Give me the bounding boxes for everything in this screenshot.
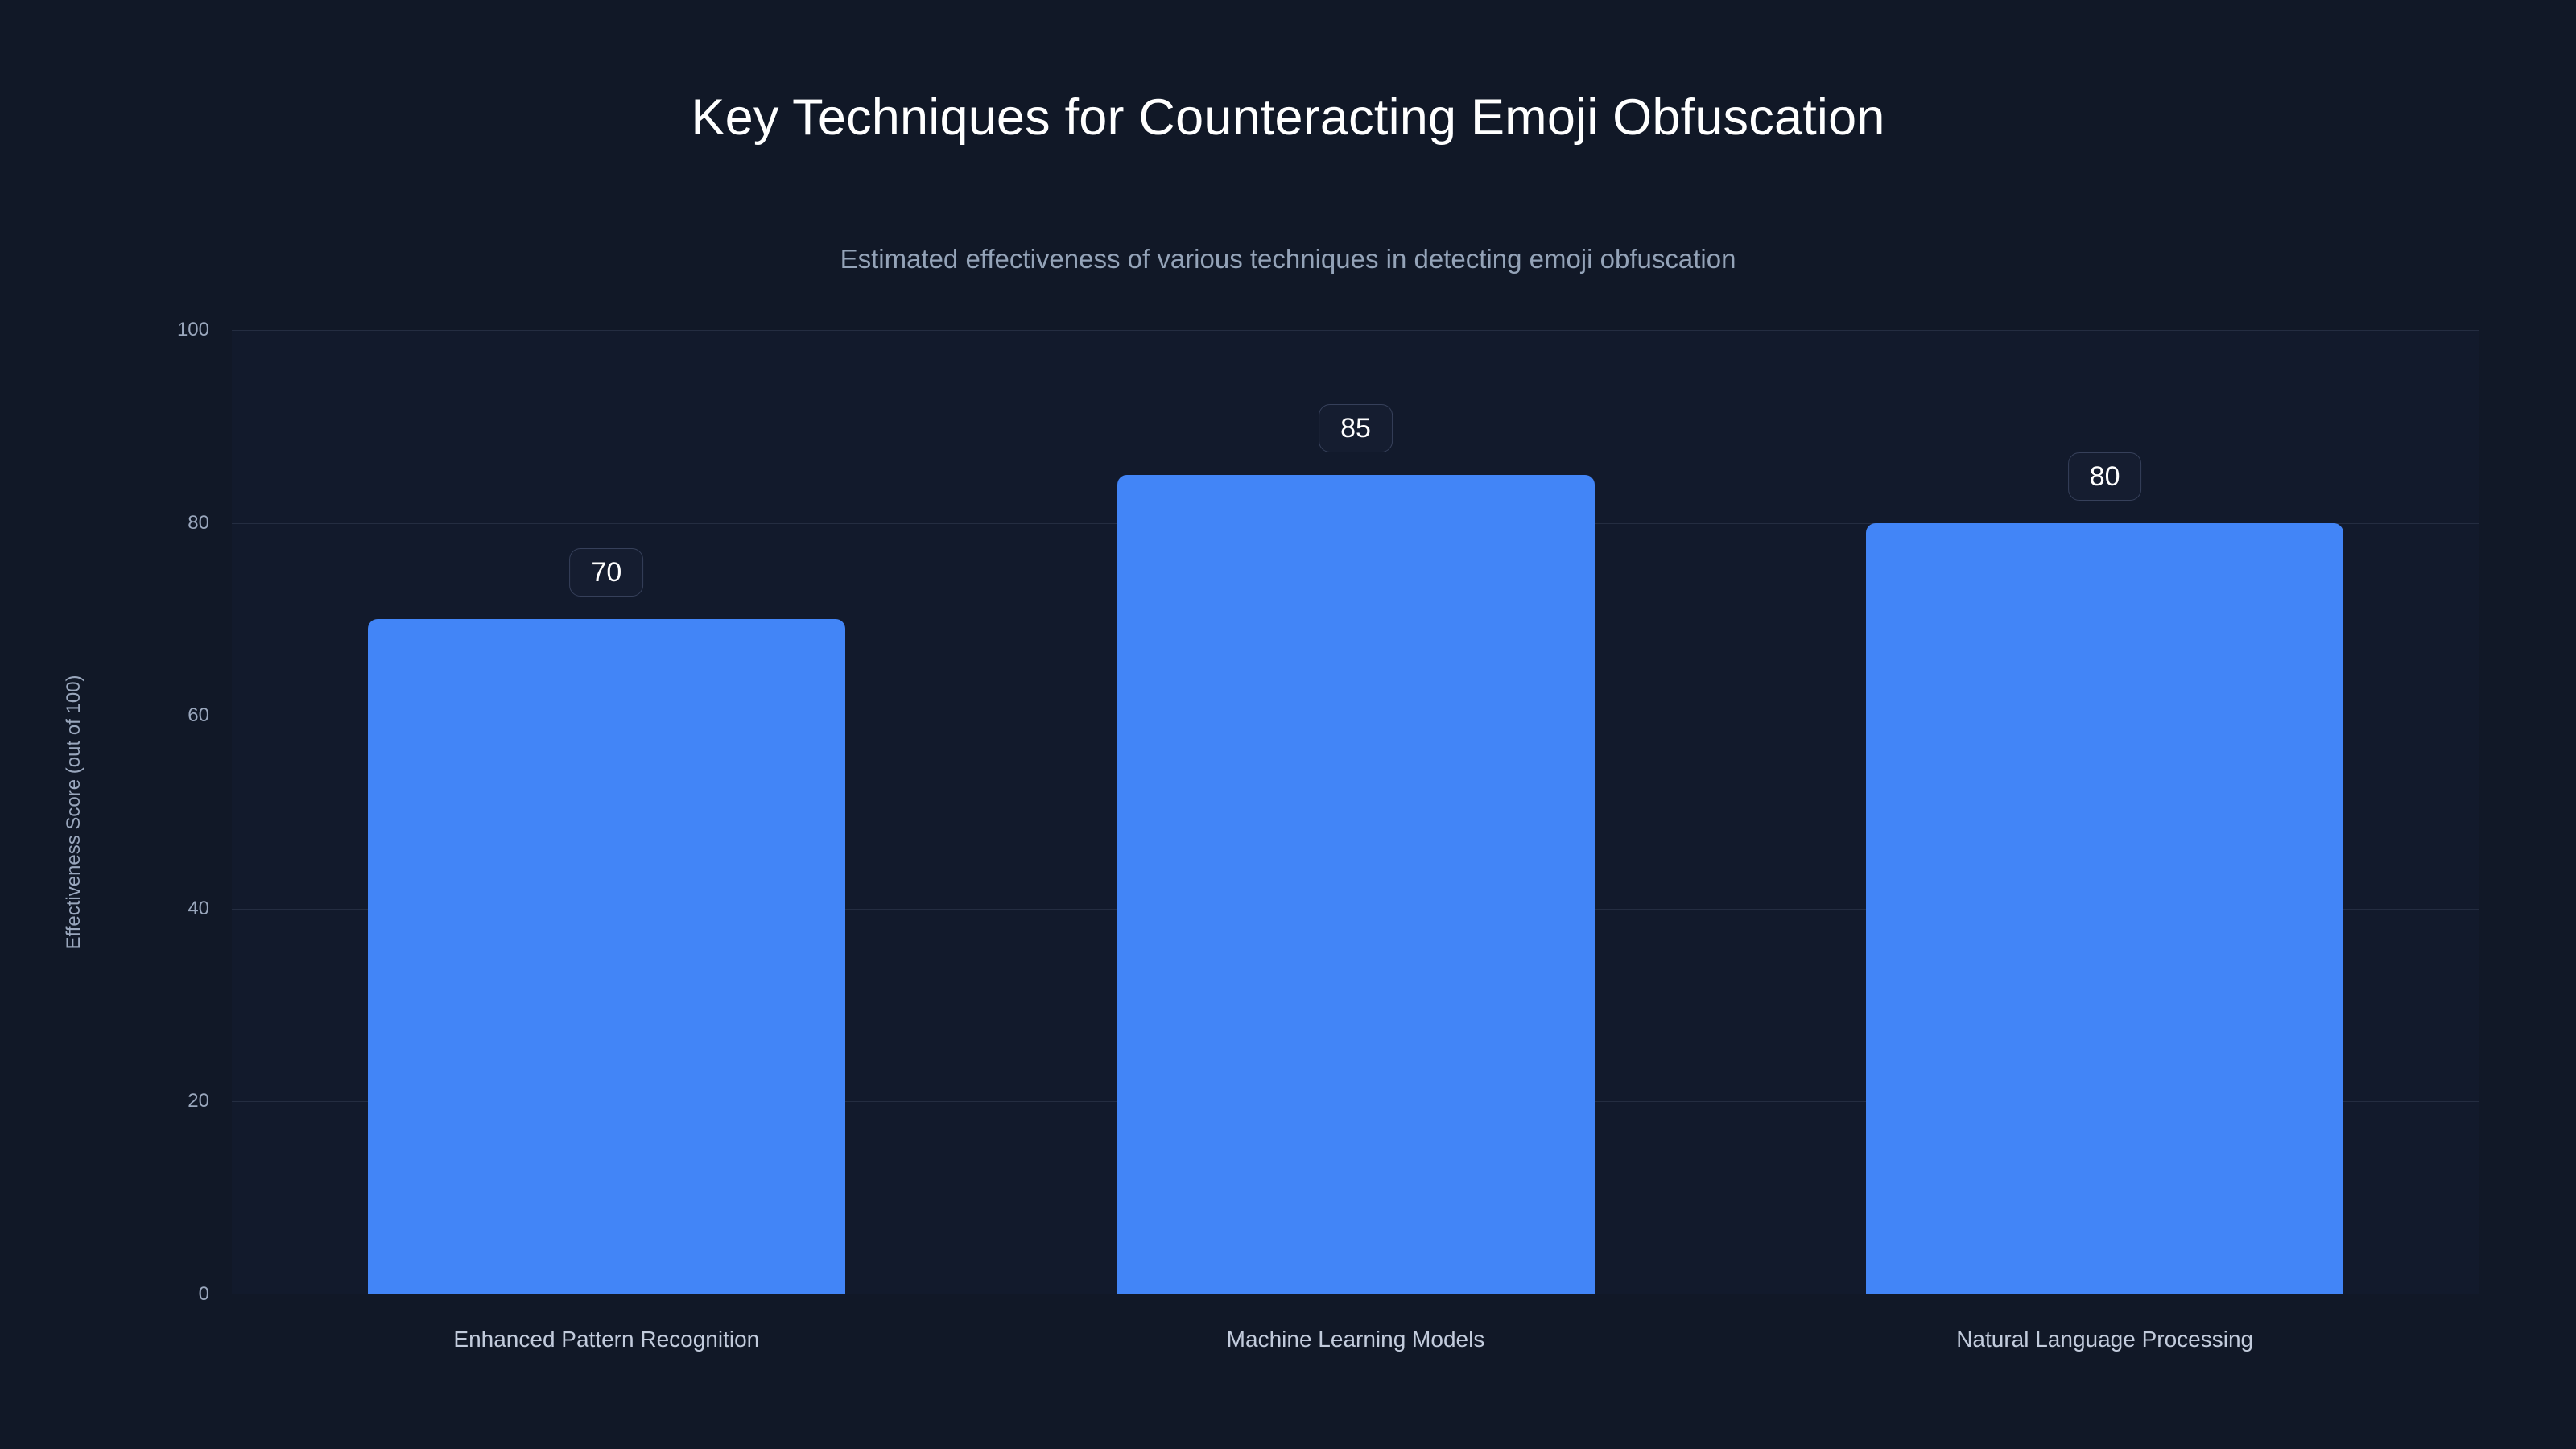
bar-value-badge: 80 — [2067, 452, 2142, 501]
y-tick-label-100: 100 — [176, 319, 209, 341]
chart-subtitle: Estimated effectiveness of various techn… — [840, 244, 1736, 274]
y-axis-title: Effectiveness Score (out of 100) — [63, 675, 85, 950]
x-tick-label: Natural Language Processing — [1956, 1327, 2254, 1352]
y-tick-label-20: 20 — [188, 1090, 209, 1113]
x-tick-label: Machine Learning Models — [1226, 1327, 1485, 1352]
chart-title: Key Techniques for Counteracting Emoji O… — [691, 89, 1885, 146]
bar[interactable] — [1117, 474, 1595, 1294]
gridline-100 — [232, 330, 2479, 331]
y-tick-label-60: 60 — [188, 704, 209, 727]
bar-value-badge: 70 — [569, 548, 644, 597]
plot-area — [232, 330, 2479, 1294]
bar[interactable] — [1866, 522, 2344, 1294]
y-tick-label-80: 80 — [188, 511, 209, 534]
x-tick-label: Enhanced Pattern Recognition — [453, 1327, 760, 1352]
bar[interactable] — [367, 619, 845, 1294]
y-tick-label-0: 0 — [198, 1283, 209, 1305]
y-tick-label-40: 40 — [188, 897, 209, 919]
bar-value-badge: 85 — [1319, 403, 1393, 452]
